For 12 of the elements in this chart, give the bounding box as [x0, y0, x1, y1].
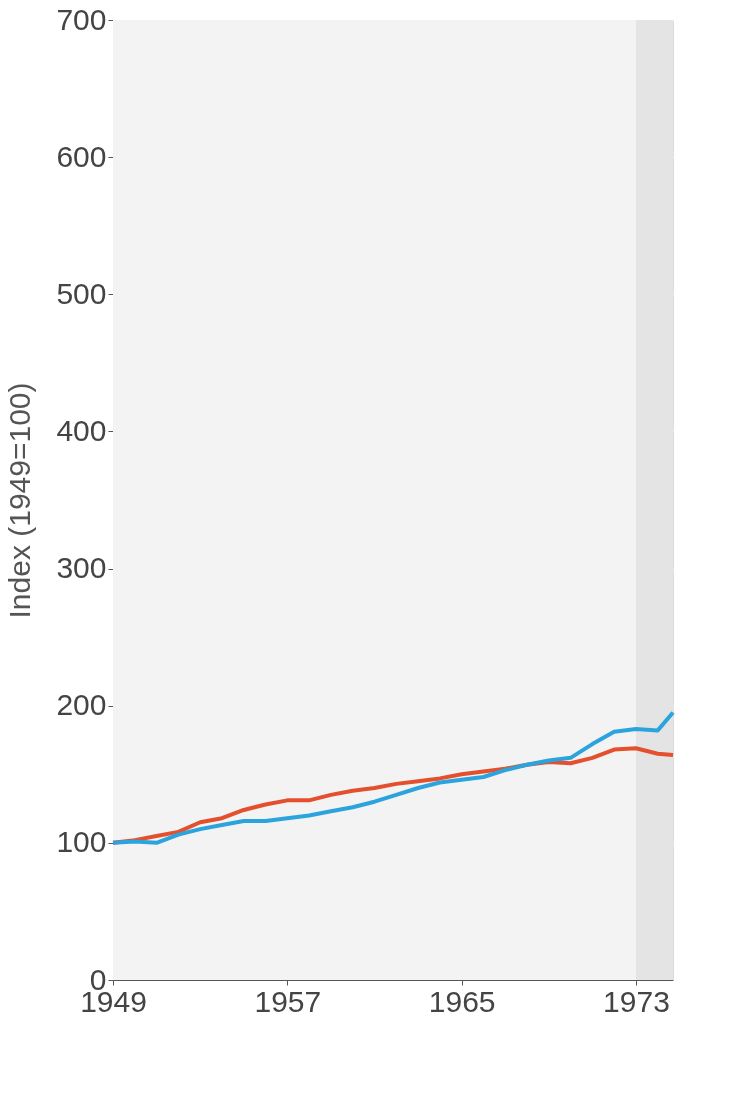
y-tick-label: 600: [56, 139, 107, 173]
x-tick-label: 1965: [428, 984, 496, 1018]
x-tick-label: 1957: [254, 984, 322, 1018]
y-tick-label: 700: [56, 2, 107, 36]
y-tick-label: 200: [56, 688, 107, 722]
y-tick-label: 400: [56, 413, 107, 447]
x-tick-label: 1973: [603, 984, 670, 1018]
y-tick-label: 100: [56, 825, 107, 859]
y-axis-title: Index (1949=100): [3, 382, 37, 619]
y-tick-label: 300: [56, 551, 107, 585]
line-series: [111, 710, 675, 845]
y-tick-label: 500: [56, 276, 107, 310]
